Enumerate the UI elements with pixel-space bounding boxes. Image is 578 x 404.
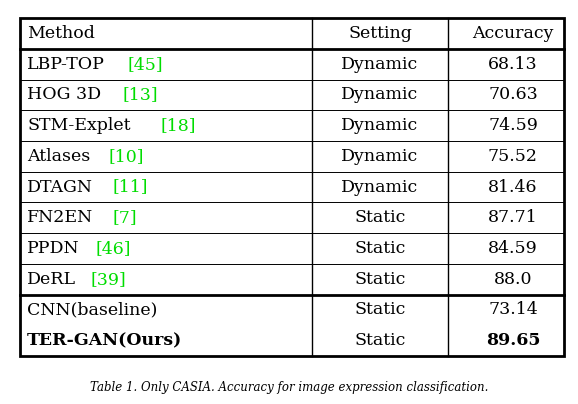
Bar (20, 18, 564, 356)
Text: 73.14: 73.14 (488, 301, 538, 318)
Text: [11]: [11] (112, 179, 148, 196)
Text: 89.65: 89.65 (486, 332, 540, 349)
Text: Dynamic: Dynamic (342, 117, 418, 134)
Text: FN2EN: FN2EN (27, 209, 94, 226)
Text: [7]: [7] (113, 209, 137, 226)
Text: Static: Static (354, 271, 406, 288)
Text: Static: Static (354, 332, 406, 349)
Text: 75.52: 75.52 (488, 148, 538, 165)
Text: [39]: [39] (90, 271, 126, 288)
Text: Accuracy: Accuracy (472, 25, 554, 42)
Text: 74.59: 74.59 (488, 117, 538, 134)
Text: 81.46: 81.46 (488, 179, 538, 196)
Text: PPDN: PPDN (27, 240, 80, 257)
Text: [18]: [18] (161, 117, 196, 134)
Text: 84.59: 84.59 (488, 240, 538, 257)
Text: [10]: [10] (109, 148, 144, 165)
Text: Method: Method (27, 25, 95, 42)
Text: CNN(baseline): CNN(baseline) (27, 301, 158, 318)
Text: HOG 3D: HOG 3D (27, 86, 101, 103)
Text: DeRL: DeRL (27, 271, 76, 288)
Text: [45]: [45] (128, 56, 163, 73)
Text: Dynamic: Dynamic (342, 86, 418, 103)
Text: Table 1. Only CASIA. Accuracy for image expression classification.: Table 1. Only CASIA. Accuracy for image … (90, 381, 488, 394)
Text: [13]: [13] (123, 86, 158, 103)
Text: Dynamic: Dynamic (342, 179, 418, 196)
Text: Dynamic: Dynamic (342, 148, 418, 165)
Text: Dynamic: Dynamic (342, 56, 418, 73)
Text: Static: Static (354, 209, 406, 226)
Text: 68.13: 68.13 (488, 56, 538, 73)
Text: TER-GAN(Ours): TER-GAN(Ours) (27, 332, 183, 349)
Text: Setting: Setting (348, 25, 412, 42)
Text: DTAGN: DTAGN (27, 179, 93, 196)
Text: STM-Explet: STM-Explet (27, 117, 131, 134)
Text: Static: Static (354, 240, 406, 257)
Text: 88.0: 88.0 (494, 271, 532, 288)
Text: Static: Static (354, 301, 406, 318)
Text: LBP-TOP: LBP-TOP (27, 56, 105, 73)
Text: 87.71: 87.71 (488, 209, 538, 226)
Text: Atlases: Atlases (27, 148, 90, 165)
Text: 70.63: 70.63 (488, 86, 538, 103)
Text: [46]: [46] (95, 240, 131, 257)
